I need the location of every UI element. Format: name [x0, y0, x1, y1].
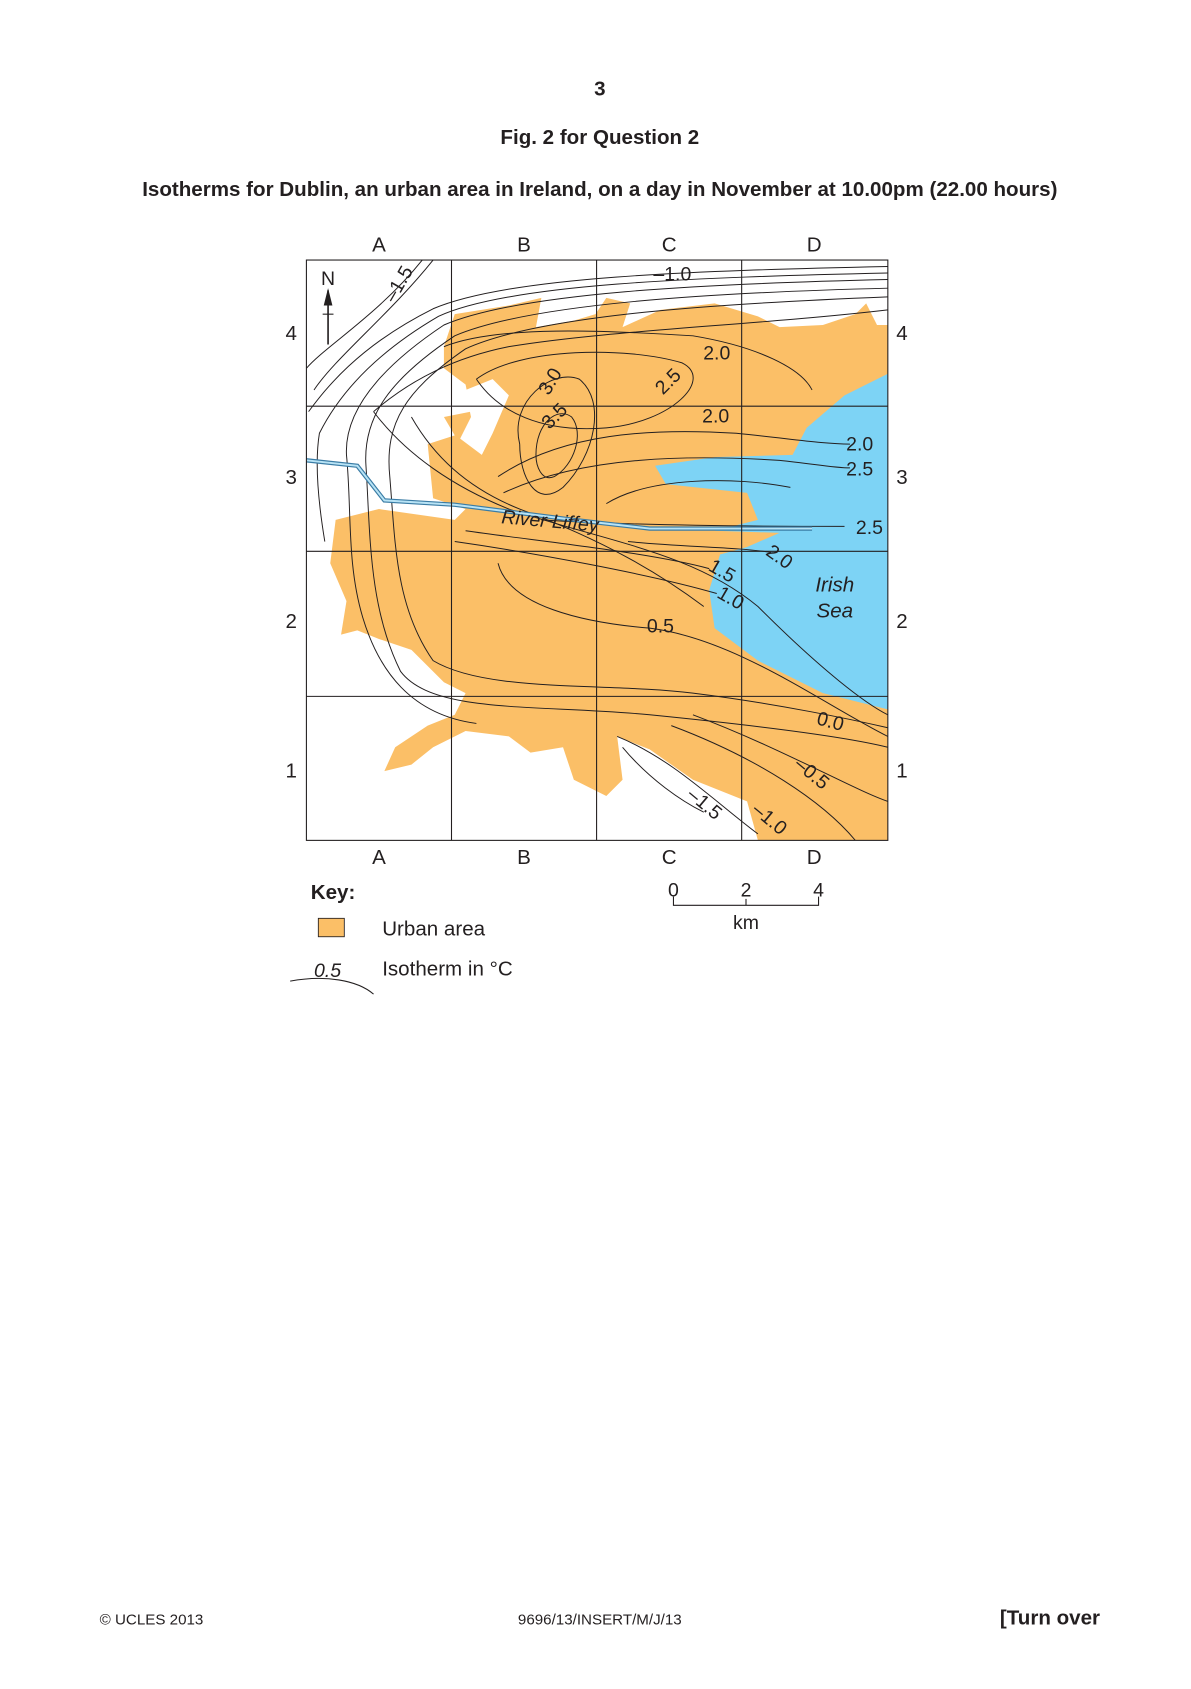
column-label: A — [372, 233, 386, 256]
key: Key: Urban area 0.5 Isotherm in °C — [290, 881, 513, 995]
isotherms — [306, 260, 888, 841]
column-label: B — [517, 233, 531, 256]
copyright: © UCLES 2013 — [100, 1611, 204, 1628]
river-inner — [306, 459, 813, 530]
isotherm-label: –1.0 — [653, 264, 691, 286]
north-arrow: N — [321, 268, 335, 345]
column-label: C — [662, 233, 677, 256]
scale-tick: 4 — [813, 880, 824, 902]
column-label: A — [372, 846, 386, 869]
grid — [305, 259, 889, 841]
row-label: 3 — [896, 466, 907, 489]
paper-code: 9696/13/INSERT/M/J/13 — [518, 1611, 682, 1628]
row-label: 1 — [896, 760, 907, 783]
key-swatch — [317, 917, 345, 938]
figure-title: Fig. 2 for Question 2 — [500, 126, 699, 149]
scale-unit: km — [733, 912, 759, 934]
isotherm-label: 2.5 — [846, 458, 873, 480]
isotherm-label: 2.5 — [856, 517, 883, 539]
isotherm-label: 0.5 — [647, 615, 674, 637]
row-label: 4 — [896, 322, 907, 345]
turn-over: [Turn over — [1000, 1606, 1100, 1629]
key-item: Isotherm in °C — [382, 958, 513, 981]
isotherm-label: 2.0 — [846, 434, 873, 456]
column-label: D — [807, 233, 822, 256]
key-sample-label: 0.5 — [314, 960, 341, 982]
caption: Isotherms for Dublin, an urban area in I… — [142, 178, 1057, 201]
row-label: 3 — [286, 466, 297, 489]
isotherm-label: 2.0 — [703, 343, 730, 365]
column-label: C — [662, 846, 677, 869]
column-label: B — [517, 846, 531, 869]
scale-tick: 2 — [741, 880, 752, 902]
isotherm-label: 2.0 — [702, 405, 729, 427]
page-number: 3 — [594, 77, 605, 100]
key-title: Key: — [311, 881, 356, 904]
row-label: 1 — [286, 760, 297, 783]
row-label: 4 — [286, 322, 297, 345]
scale-bar: 0 2 4 km — [668, 880, 824, 934]
north-label: N — [321, 268, 335, 290]
scale-tick: 0 — [668, 880, 679, 902]
row-label: 2 — [896, 610, 907, 633]
sea-label: Sea — [816, 599, 853, 622]
sea-label: Irish — [815, 573, 854, 596]
column-label: D — [807, 846, 822, 869]
map: N — [305, 259, 889, 841]
row-label: 2 — [286, 610, 297, 633]
key-item: Urban area — [382, 918, 485, 941]
key-isotherm — [290, 977, 374, 995]
urban-gap — [460, 379, 509, 455]
